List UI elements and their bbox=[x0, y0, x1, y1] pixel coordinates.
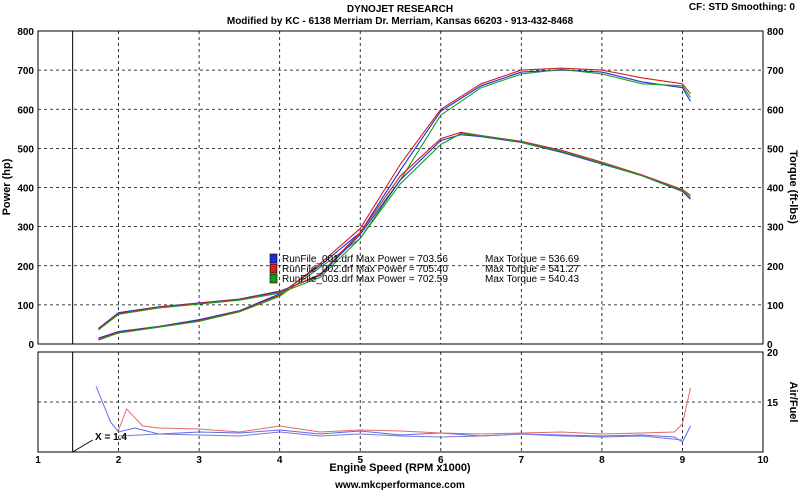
y-tick-label-right: 0 bbox=[767, 340, 773, 351]
legend-run-label: RunFile_001.drf Max Power = 703.56 bbox=[282, 254, 448, 265]
afr-plot-grid bbox=[38, 352, 763, 453]
y-axis-label-right: Torque (ft-lbs) bbox=[787, 150, 799, 224]
y-tick-label-left: 700 bbox=[17, 66, 34, 77]
afr-tick-label: 15 bbox=[767, 398, 779, 409]
x-tick-label: 6 bbox=[438, 455, 444, 466]
y-tick-label-left: 300 bbox=[17, 223, 34, 234]
afr-plot-series bbox=[95, 385, 691, 443]
y-tick-label-left: 100 bbox=[17, 301, 34, 312]
x-tick-label: 4 bbox=[277, 455, 283, 466]
series-line-torque bbox=[98, 131, 691, 330]
y-tick-label-right: 700 bbox=[767, 66, 784, 77]
series-line-torque bbox=[98, 132, 691, 331]
afr-series-line bbox=[118, 431, 683, 441]
cursor-pointer bbox=[72, 439, 93, 453]
afr-series-line bbox=[95, 385, 691, 443]
x-tick-label: 2 bbox=[116, 455, 122, 466]
legend-swatch bbox=[269, 253, 278, 264]
legend-run-label: RunFile_002.drf Max Power = 705.40 bbox=[282, 264, 448, 275]
x-tick-label: 7 bbox=[519, 455, 525, 466]
y-tick-label-right: 200 bbox=[767, 262, 784, 273]
footer-url: www.mkcperformance.com bbox=[334, 480, 465, 491]
y-tick-label-right: 100 bbox=[767, 301, 784, 312]
y-tick-label-left: 0 bbox=[28, 340, 34, 351]
y-tick-label-left: 800 bbox=[17, 27, 34, 38]
legend-run-label: RunFile_003.drf Max Power = 702.59 bbox=[282, 274, 448, 285]
x-axis-ticks: 1 2 3 4 5 6 7 8 9 10 bbox=[35, 455, 769, 466]
legend-swatch bbox=[269, 263, 278, 274]
y-tick-label-left: 200 bbox=[17, 262, 34, 273]
chart-subtitle: Modified by KC - 6138 Merriam Dr. Merria… bbox=[227, 16, 574, 27]
power-plot-ticks: 0 0 100 100 200 200 300 300 400 400 500 500 600 600 70… bbox=[17, 27, 784, 351]
x-tick-label: 5 bbox=[357, 455, 363, 466]
settings-readout: CF: STD Smoothing: 0 bbox=[689, 2, 796, 13]
legend: RunFile_001.drf Max Power = 703.56 Max To… bbox=[269, 253, 579, 285]
chart-title: DYNOJET RESEARCH bbox=[347, 4, 453, 15]
y-axis-label-left: Power (hp) bbox=[1, 158, 13, 215]
y-tick-label-left: 600 bbox=[17, 105, 34, 116]
power-plot-series bbox=[98, 67, 691, 341]
y-tick-label-right: 800 bbox=[767, 27, 784, 38]
x-tick-label: 8 bbox=[599, 455, 605, 466]
afr-tick-label: 20 bbox=[767, 348, 779, 359]
power-plot-grid bbox=[38, 31, 763, 344]
x-tick-label: 10 bbox=[757, 455, 769, 466]
x-axis-label: Engine Speed (RPM x1000) bbox=[329, 462, 471, 474]
x-tick-label: 9 bbox=[680, 455, 686, 466]
y-tick-label-right: 400 bbox=[767, 184, 784, 195]
y-tick-label-left: 400 bbox=[17, 184, 34, 195]
y-tick-label-right: 600 bbox=[767, 105, 784, 116]
afr-axis-label: Air/Fuel bbox=[787, 382, 799, 423]
y-tick-label-left: 500 bbox=[17, 144, 34, 155]
y-tick-label-right: 300 bbox=[767, 223, 784, 234]
cursor-readout: X = 1.4 bbox=[95, 432, 127, 443]
x-tick-label: 1 bbox=[35, 455, 41, 466]
legend-torque-label: Max Torque = 541.27 bbox=[485, 264, 579, 275]
legend-swatch bbox=[269, 273, 278, 284]
afr-series-line bbox=[118, 387, 691, 435]
legend-torque-label: Max Torque = 540.43 bbox=[485, 274, 579, 285]
legend-torque-label: Max Torque = 536.69 bbox=[485, 254, 579, 265]
y-tick-label-right: 500 bbox=[767, 144, 784, 155]
x-tick-label: 3 bbox=[196, 455, 202, 466]
series-line-power bbox=[98, 67, 691, 340]
series-line-power bbox=[98, 69, 691, 339]
